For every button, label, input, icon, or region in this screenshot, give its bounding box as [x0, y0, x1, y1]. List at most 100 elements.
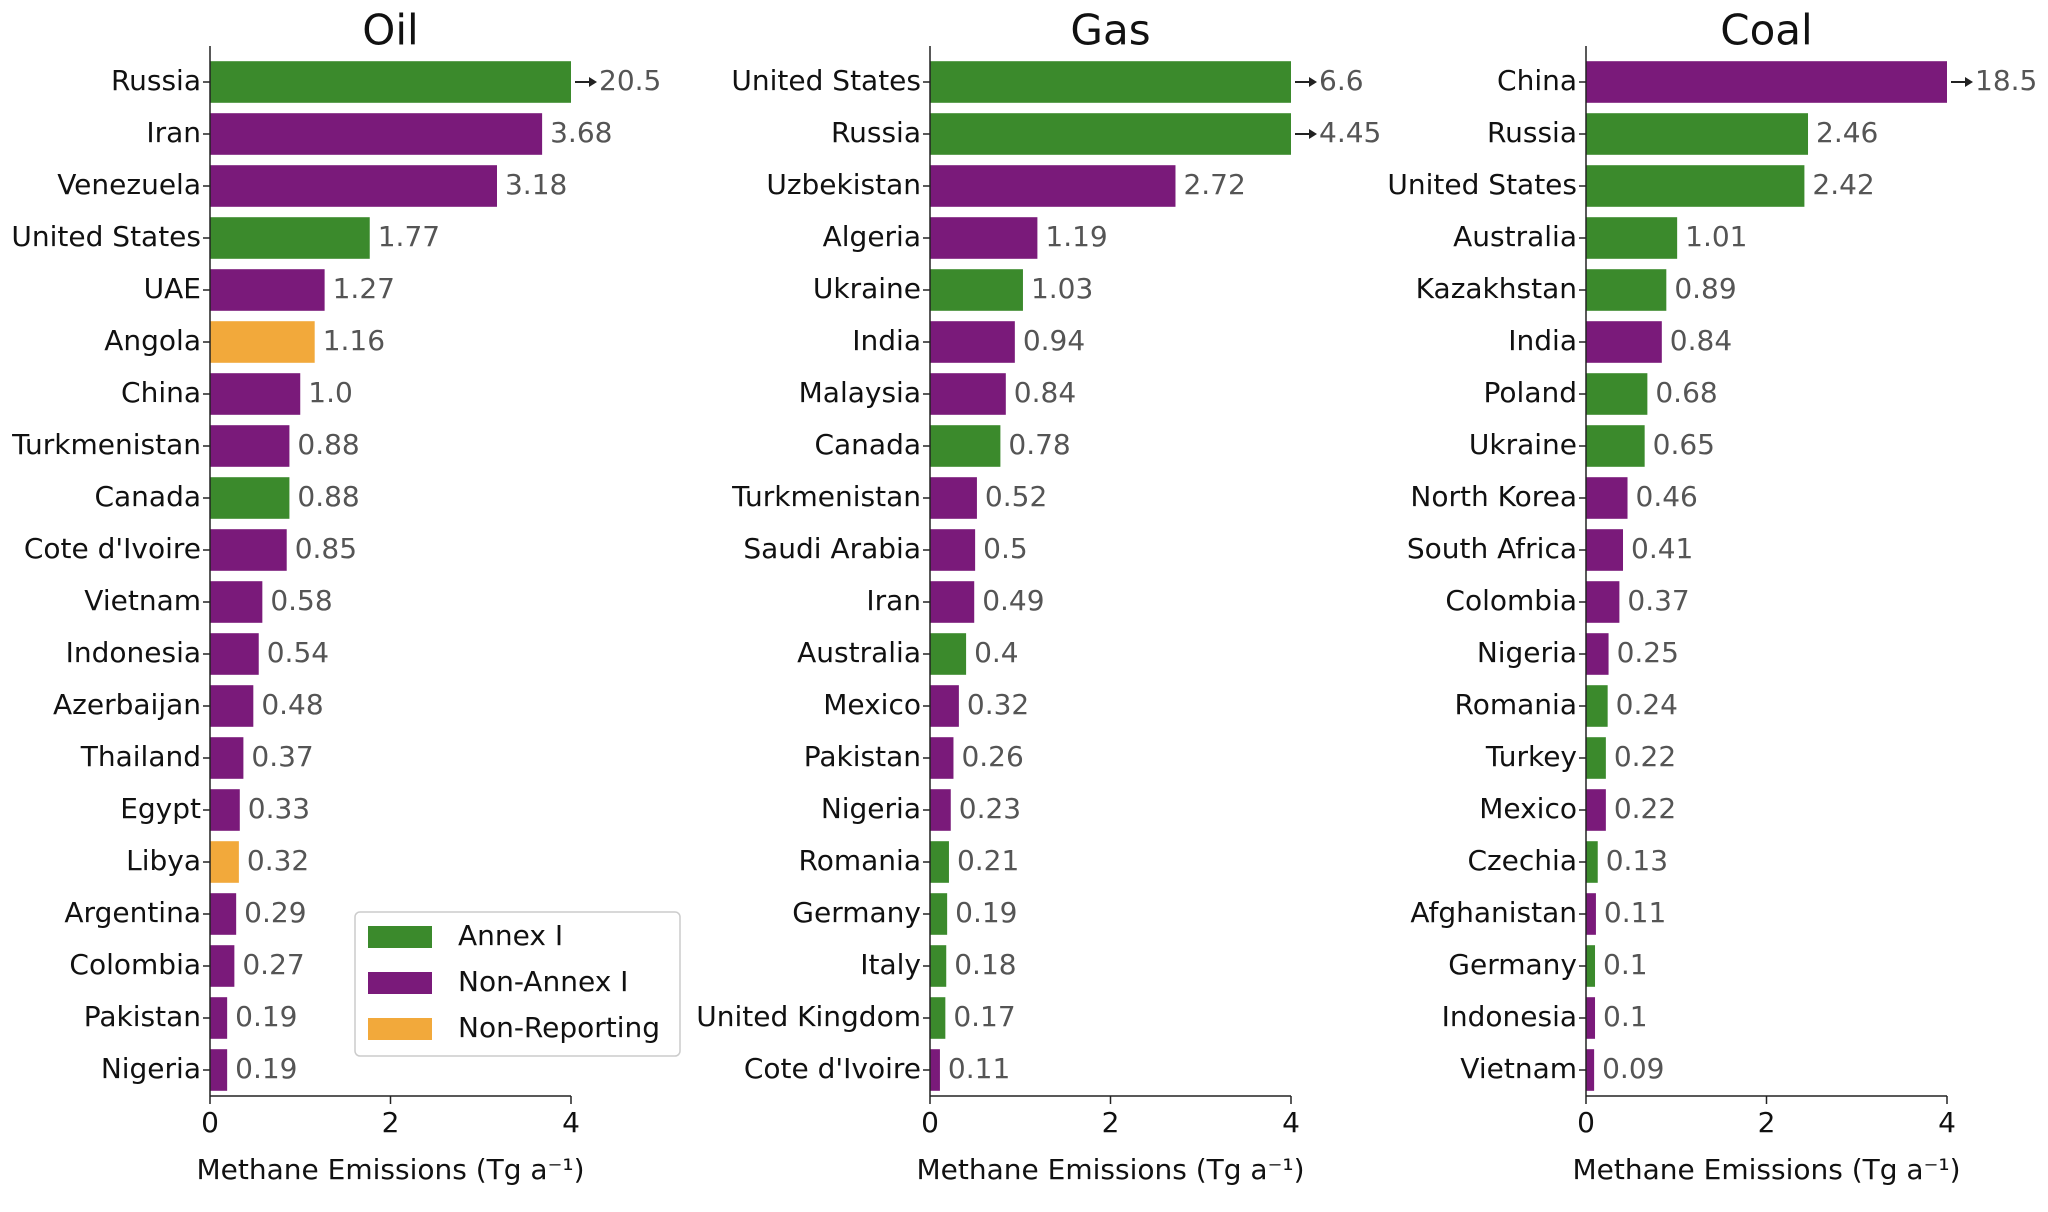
- bar: [1586, 477, 1628, 519]
- y-tick-label: Australia: [1453, 220, 1577, 253]
- value-label: 0.29: [244, 896, 306, 929]
- bar: [210, 789, 240, 831]
- y-tick-label: Kazakhstan: [1416, 272, 1577, 305]
- value-label: 0.1: [1603, 1000, 1648, 1033]
- bar: [210, 1049, 228, 1091]
- value-label: 0.68: [1655, 376, 1717, 409]
- y-tick-label: South Africa: [1407, 532, 1577, 565]
- bar: [210, 997, 228, 1039]
- value-label: 0.78: [1008, 428, 1070, 461]
- y-tick-label: United States: [1387, 168, 1577, 201]
- bar: [930, 945, 947, 987]
- bar: [930, 425, 1001, 467]
- y-tick-label: Colombia: [1445, 584, 1577, 617]
- bar: [210, 425, 290, 467]
- y-tick-label: Malaysia: [799, 376, 921, 409]
- bar: [1586, 581, 1620, 623]
- bar: [210, 61, 571, 103]
- bar: [930, 529, 976, 571]
- bar: [930, 893, 948, 935]
- overflow-arrowhead: [1309, 129, 1317, 139]
- value-label: 0.22: [1614, 792, 1676, 825]
- bar: [930, 841, 949, 883]
- bar: [930, 685, 959, 727]
- value-label: 0.65: [1653, 428, 1715, 461]
- y-tick-label: Poland: [1484, 376, 1577, 409]
- y-tick-label: Italy: [860, 948, 921, 981]
- value-label: 0.19: [955, 896, 1017, 929]
- value-label: 0.26: [961, 740, 1023, 773]
- bar: [210, 581, 263, 623]
- y-tick-label: Venezuela: [57, 168, 201, 201]
- bar: [1586, 1049, 1595, 1091]
- value-label: 0.09: [1602, 1052, 1664, 1085]
- bar: [930, 113, 1291, 155]
- bar: [1586, 737, 1606, 779]
- value-label: 0.84: [1670, 324, 1732, 357]
- y-tick-label: Romania: [1455, 688, 1577, 721]
- y-tick-label: Uzbekistan: [766, 168, 921, 201]
- bar: [210, 737, 244, 779]
- value-label: 0.17: [953, 1000, 1015, 1033]
- value-label: 1.01: [1685, 220, 1747, 253]
- y-tick-label: China: [1497, 64, 1577, 97]
- value-label: 1.27: [333, 272, 395, 305]
- value-label: 0.32: [247, 844, 309, 877]
- value-label: 0.27: [242, 948, 304, 981]
- value-label: 0.11: [948, 1052, 1010, 1085]
- y-tick-label: Cote d'Ivoire: [24, 532, 201, 565]
- y-tick-label: Iran: [146, 116, 201, 149]
- value-label: 3.68: [550, 116, 612, 149]
- y-tick-label: Russia: [1487, 116, 1577, 149]
- x-tick-label: 0: [1577, 1106, 1595, 1139]
- y-tick-label: United Kingdom: [696, 1000, 921, 1033]
- y-tick-label: Russia: [111, 64, 201, 97]
- y-tick-label: North Korea: [1410, 480, 1577, 513]
- value-label: 1.03: [1031, 272, 1093, 305]
- bar: [930, 269, 1023, 311]
- y-tick-label: Canada: [94, 480, 201, 513]
- bar: [1586, 893, 1596, 935]
- y-tick-label: United States: [731, 64, 921, 97]
- y-tick-label: Thailand: [80, 740, 201, 773]
- value-label: 2.46: [1816, 116, 1878, 149]
- y-tick-label: Romania: [799, 844, 921, 877]
- value-label: 0.19: [235, 1052, 297, 1085]
- value-label: 0.11: [1604, 896, 1666, 929]
- value-label: 3.18: [505, 168, 567, 201]
- bar: [210, 893, 237, 935]
- x-tick-label: 2: [1102, 1106, 1120, 1139]
- bar: [1586, 789, 1606, 831]
- value-label: 0.41: [1631, 532, 1693, 565]
- y-tick-label: China: [121, 376, 201, 409]
- value-label: 1.0: [308, 376, 353, 409]
- value-label: 0.37: [251, 740, 313, 773]
- value-label: 0.21: [957, 844, 1019, 877]
- x-tick-label: 0: [201, 1106, 219, 1139]
- y-tick-label: Saudi Arabia: [743, 532, 921, 565]
- bar: [930, 789, 951, 831]
- y-tick-label: Vietnam: [1460, 1052, 1577, 1085]
- value-label: 0.13: [1606, 844, 1668, 877]
- bar: [210, 685, 254, 727]
- y-tick-label: Turkmenistan: [731, 480, 921, 513]
- value-label: 0.94: [1023, 324, 1085, 357]
- bar: [1586, 633, 1609, 675]
- bar: [210, 113, 543, 155]
- y-tick-label: Pakistan: [804, 740, 921, 773]
- y-tick-label: Mexico: [823, 688, 921, 721]
- bar: [1586, 685, 1608, 727]
- bar: [1586, 61, 1947, 103]
- value-label: 0.37: [1627, 584, 1689, 617]
- bar: [1586, 841, 1598, 883]
- y-tick-label: Indonesia: [66, 636, 201, 669]
- value-label: 0.22: [1614, 740, 1676, 773]
- value-label: 2.72: [1183, 168, 1245, 201]
- bar: [930, 61, 1291, 103]
- chart-title: Gas: [1070, 6, 1150, 55]
- y-tick-label: Ukraine: [813, 272, 921, 305]
- bar: [930, 217, 1038, 259]
- x-axis-label: Methane Emissions (Tg a⁻¹): [1573, 1153, 1961, 1186]
- bar: [930, 373, 1006, 415]
